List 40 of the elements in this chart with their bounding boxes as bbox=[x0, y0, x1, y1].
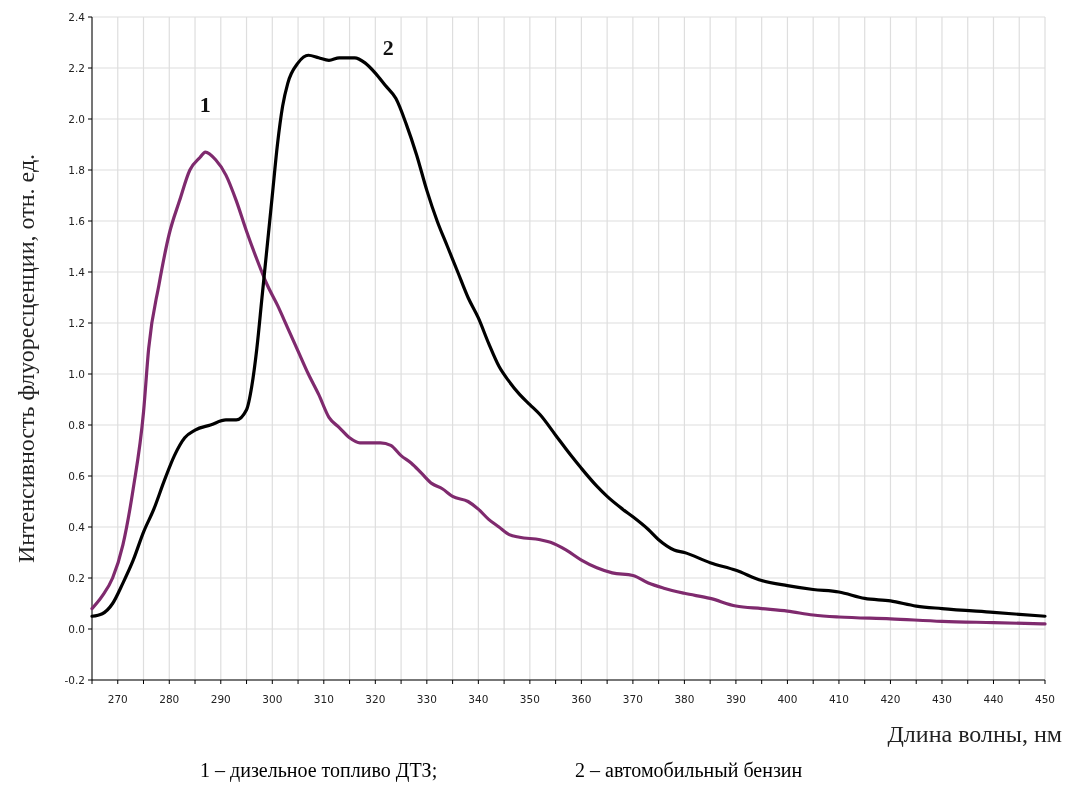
x-tick-label: 320 bbox=[365, 693, 386, 705]
y-tick-label: 2.2 bbox=[68, 62, 85, 74]
y-tick-label: 0.8 bbox=[68, 419, 85, 431]
x-tick-label: 360 bbox=[571, 693, 592, 705]
y-tick-label: 1.4 bbox=[68, 266, 86, 278]
y-tick-label: 2.4 bbox=[68, 11, 86, 23]
x-tick-label: 420 bbox=[880, 693, 901, 705]
x-tick-label: 270 bbox=[107, 693, 128, 705]
y-axis-title: Интенсивность флуоресценции, отн. ед. bbox=[13, 153, 39, 564]
y-tick-label: 0.6 bbox=[68, 470, 86, 482]
y-tick-label: 0.4 bbox=[68, 521, 86, 533]
y-tick-label: 0.2 bbox=[68, 572, 85, 584]
y-tick-label: 1.6 bbox=[68, 215, 86, 227]
x-tick-label: 450 bbox=[1034, 693, 1056, 705]
x-tick-label: 400 bbox=[777, 693, 798, 705]
y-tick-label: 1.8 bbox=[68, 164, 85, 176]
x-tick-label: 370 bbox=[622, 693, 643, 705]
x-tick-label: 350 bbox=[519, 693, 540, 705]
y-tick-label: 1.0 bbox=[68, 368, 85, 380]
line-series bbox=[90, 150, 1047, 626]
series-label: 2 bbox=[382, 35, 394, 61]
y-tick-label: 2.0 bbox=[68, 113, 85, 125]
x-tick-label: 330 bbox=[416, 693, 437, 705]
x-axis-title: Длина волны, нм bbox=[887, 721, 1062, 747]
x-tick-label: 410 bbox=[828, 693, 849, 705]
y-tick-label: -0.2 bbox=[64, 674, 85, 686]
text: 1 – дизельное топливо ДТЗ; bbox=[200, 759, 438, 782]
x-tick-label: 280 bbox=[159, 693, 180, 705]
text: 2 – автомобильный бензин bbox=[575, 759, 803, 781]
x-tick-label: 390 bbox=[725, 693, 746, 705]
x-tick-label: 430 bbox=[931, 693, 952, 705]
x-tick-label: 440 bbox=[983, 693, 1004, 705]
series-label: 1 bbox=[199, 92, 211, 118]
y-tick-label: 0.0 bbox=[68, 623, 85, 635]
x-tick-label: 290 bbox=[210, 693, 231, 705]
x-tick-label: 340 bbox=[468, 693, 489, 705]
x-tick-label: 300 bbox=[262, 693, 283, 705]
x-tick-label: 310 bbox=[313, 693, 334, 705]
y-tick-label: 1.2 bbox=[68, 317, 85, 329]
x-tick-label: 380 bbox=[674, 693, 695, 705]
